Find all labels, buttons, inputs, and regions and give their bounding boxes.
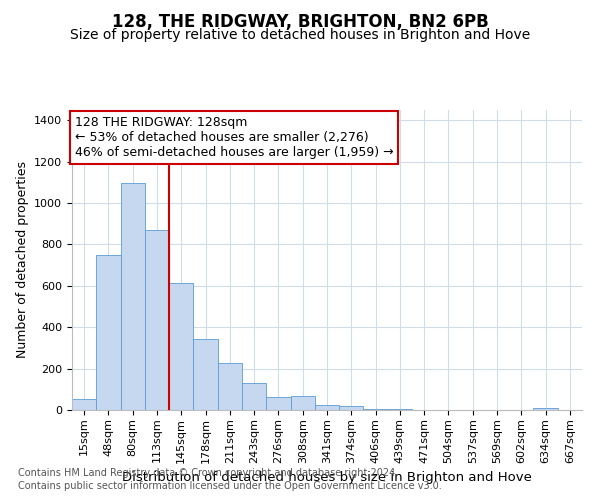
Text: 128, THE RIDGWAY, BRIGHTON, BN2 6PB: 128, THE RIDGWAY, BRIGHTON, BN2 6PB (112, 12, 488, 30)
Bar (218, 363, 242, 410)
Text: 128 THE RIDGWAY: 128sqm
← 53% of detached houses are smaller (2,276)
46% of semi: 128 THE RIDGWAY: 128sqm ← 53% of detache… (74, 116, 393, 159)
Text: Size of property relative to detached houses in Brighton and Hove: Size of property relative to detached ho… (70, 28, 530, 42)
Bar (315, 405, 339, 410)
Bar (266, 396, 290, 410)
Bar (290, 396, 315, 410)
Bar (339, 406, 364, 410)
Bar (72, 398, 96, 410)
Bar (121, 184, 145, 410)
X-axis label: Distribution of detached houses by size in Brighton and Hove: Distribution of detached houses by size … (122, 471, 532, 484)
Text: Contains HM Land Registry data © Crown copyright and database right 2024.: Contains HM Land Registry data © Crown c… (18, 468, 398, 477)
Bar (242, 383, 266, 410)
Bar (96, 255, 121, 410)
Text: Contains public sector information licensed under the Open Government Licence v3: Contains public sector information licen… (18, 481, 442, 491)
Bar (364, 409, 388, 410)
Y-axis label: Number of detached properties: Number of detached properties (16, 162, 29, 358)
Bar (533, 408, 558, 410)
Bar (145, 230, 169, 410)
Bar (169, 283, 193, 410)
Bar (193, 338, 218, 410)
